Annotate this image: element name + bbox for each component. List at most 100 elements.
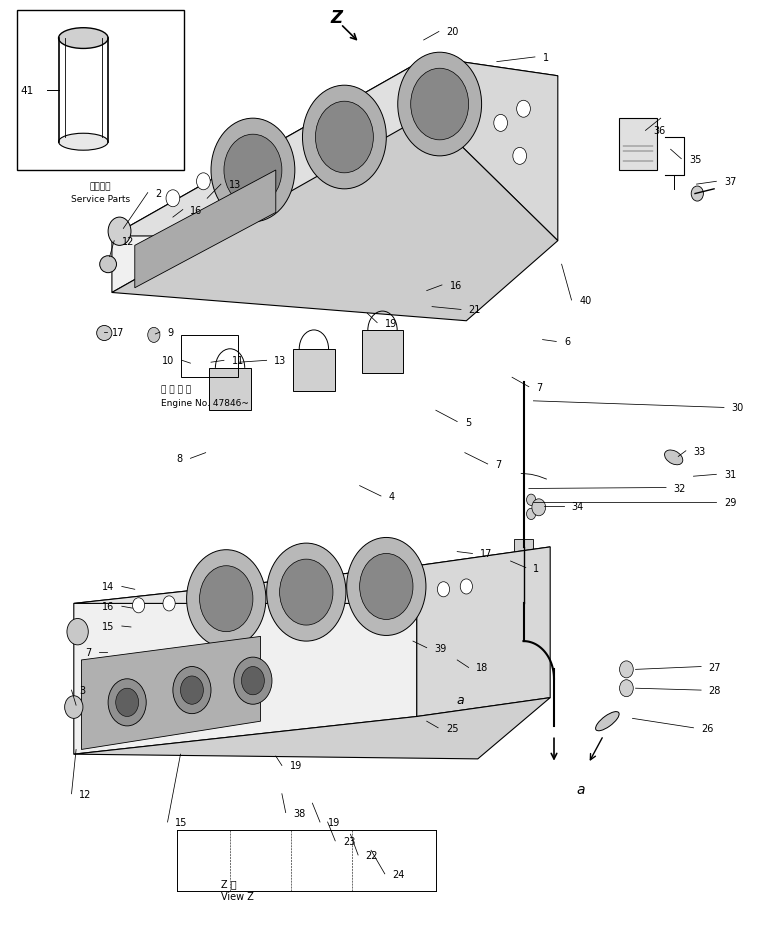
Circle shape — [231, 210, 245, 227]
Circle shape — [108, 218, 131, 246]
Circle shape — [234, 657, 272, 704]
Circle shape — [532, 499, 545, 516]
Circle shape — [526, 509, 536, 520]
Text: 8: 8 — [177, 454, 183, 464]
Circle shape — [67, 619, 88, 645]
Polygon shape — [209, 368, 251, 411]
Text: 2: 2 — [155, 189, 161, 198]
Circle shape — [360, 554, 413, 620]
Text: 13: 13 — [275, 356, 287, 366]
Ellipse shape — [99, 257, 116, 274]
Text: View Z: View Z — [221, 891, 254, 902]
Polygon shape — [293, 349, 335, 392]
Text: 23: 23 — [343, 836, 355, 846]
Text: 41: 41 — [21, 86, 34, 95]
Ellipse shape — [665, 450, 683, 465]
Polygon shape — [428, 58, 558, 242]
Polygon shape — [73, 566, 417, 754]
Text: 34: 34 — [571, 502, 584, 512]
Circle shape — [224, 135, 282, 207]
Text: 16: 16 — [190, 206, 203, 215]
Circle shape — [211, 119, 295, 223]
Text: 29: 29 — [724, 497, 737, 507]
Circle shape — [197, 174, 210, 191]
Text: 36: 36 — [653, 126, 666, 136]
Circle shape — [526, 495, 536, 506]
Ellipse shape — [96, 326, 112, 341]
Text: 7: 7 — [495, 460, 502, 469]
Circle shape — [166, 191, 180, 208]
Polygon shape — [81, 636, 261, 750]
Text: 18: 18 — [477, 663, 489, 673]
Text: Z 視: Z 視 — [221, 878, 236, 888]
Circle shape — [200, 566, 253, 632]
Text: 12: 12 — [79, 789, 92, 799]
Ellipse shape — [59, 134, 108, 151]
Text: 1: 1 — [533, 563, 539, 573]
Text: 20: 20 — [447, 27, 459, 38]
Circle shape — [438, 582, 450, 598]
Text: Service Parts: Service Parts — [71, 194, 130, 203]
Circle shape — [132, 598, 145, 614]
Polygon shape — [417, 548, 550, 716]
Circle shape — [279, 560, 333, 626]
Ellipse shape — [59, 28, 108, 49]
Text: 6: 6 — [564, 337, 570, 347]
Text: 31: 31 — [724, 470, 736, 480]
Text: 17: 17 — [112, 328, 124, 338]
Circle shape — [516, 101, 530, 118]
Text: 12: 12 — [122, 236, 134, 246]
Text: 22: 22 — [366, 851, 378, 860]
Circle shape — [163, 597, 175, 612]
Text: 25: 25 — [446, 723, 458, 733]
Polygon shape — [73, 698, 550, 759]
Circle shape — [620, 661, 633, 678]
Text: 32: 32 — [674, 483, 686, 493]
Text: 26: 26 — [701, 723, 714, 733]
Circle shape — [267, 544, 346, 641]
Circle shape — [108, 679, 146, 726]
Text: 24: 24 — [392, 868, 405, 879]
Text: 35: 35 — [689, 155, 702, 164]
Bar — [514, 540, 532, 557]
Text: 17: 17 — [480, 548, 493, 559]
Text: a: a — [457, 693, 464, 706]
Bar — [619, 119, 657, 171]
Text: 補給専用: 補給専用 — [90, 182, 111, 191]
Circle shape — [302, 86, 386, 190]
Text: 39: 39 — [435, 643, 447, 653]
Circle shape — [620, 680, 633, 697]
Polygon shape — [112, 58, 558, 237]
Text: 30: 30 — [731, 403, 744, 413]
Circle shape — [461, 580, 473, 595]
Text: Z: Z — [330, 9, 343, 27]
Circle shape — [398, 53, 482, 157]
Polygon shape — [112, 58, 428, 294]
Text: 適 用 号 機: 適 用 号 機 — [161, 384, 191, 394]
Text: 7: 7 — [536, 382, 542, 393]
Text: 33: 33 — [694, 447, 706, 456]
Polygon shape — [362, 330, 403, 373]
Ellipse shape — [596, 712, 619, 731]
Text: 5: 5 — [465, 417, 471, 427]
Text: 28: 28 — [708, 685, 721, 696]
Circle shape — [493, 115, 507, 132]
Text: 38: 38 — [293, 808, 305, 818]
Circle shape — [187, 550, 266, 648]
Text: 4: 4 — [389, 492, 395, 501]
Circle shape — [181, 676, 203, 704]
Circle shape — [513, 148, 526, 165]
Text: 19: 19 — [385, 318, 397, 329]
Text: a: a — [577, 783, 585, 796]
Text: Engine No. 47846~: Engine No. 47846~ — [161, 398, 249, 408]
Text: 19: 19 — [327, 818, 340, 827]
Text: 16: 16 — [102, 601, 114, 612]
Circle shape — [148, 328, 160, 343]
Text: 14: 14 — [102, 582, 114, 592]
Text: 11: 11 — [232, 356, 244, 366]
Text: 10: 10 — [162, 356, 174, 366]
Text: 15: 15 — [102, 621, 114, 632]
Polygon shape — [112, 114, 558, 321]
Text: 21: 21 — [469, 305, 481, 315]
Circle shape — [65, 696, 83, 718]
